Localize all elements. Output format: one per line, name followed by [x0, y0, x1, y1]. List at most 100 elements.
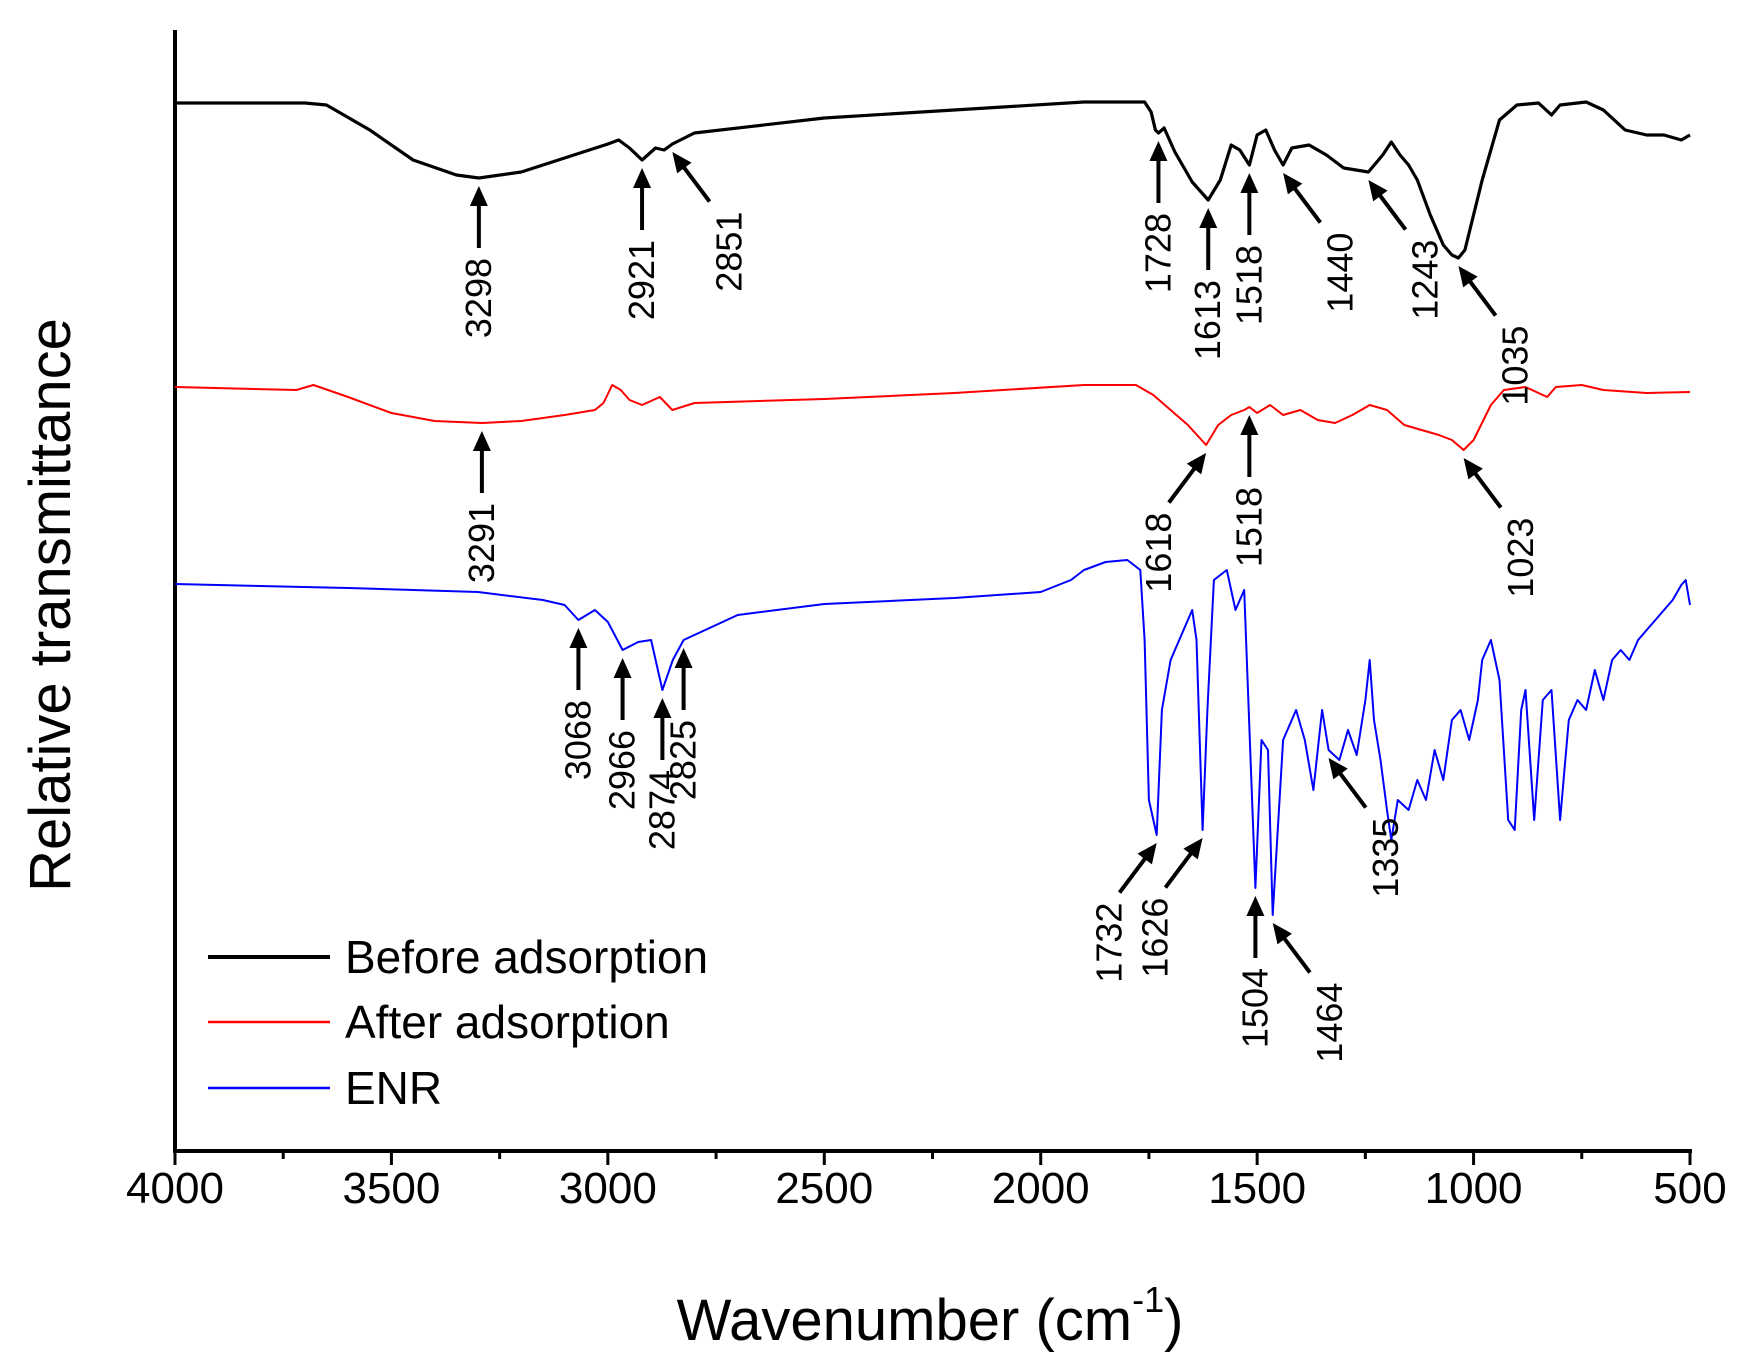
legend-label: Before adsorption — [345, 931, 708, 983]
annotation-label: 1023 — [1500, 518, 1541, 598]
annotation-arrow-head — [672, 152, 692, 174]
annotation-arrow-shaft — [1163, 848, 1196, 889]
annotation-arrow-head — [1463, 458, 1483, 480]
annotation-1518-after-adsorption: 1518 — [1228, 415, 1269, 567]
annotation-label: 3298 — [458, 258, 499, 338]
annotation-1464-enr: 1464 — [1272, 923, 1350, 1063]
series-line-before-adsorption — [175, 100, 1691, 260]
annotation-1243-before-adsorption: 1243 — [1368, 180, 1446, 320]
annotation-arrow-shaft — [1289, 182, 1322, 224]
annotation-2874-enr: 2874 — [641, 698, 682, 850]
x-tick-labels: 4000 3500 3000 2500 2000 1500 1000 500 — [126, 1164, 1727, 1213]
x-axis-title-superscript: -1 — [1132, 1279, 1164, 1320]
legend-item-enr: ENR — [208, 1062, 442, 1114]
annotation-label: 1613 — [1187, 280, 1228, 360]
annotation-arrow-head — [1246, 896, 1265, 916]
annotation-label: 1440 — [1319, 233, 1360, 313]
legend-label: ENR — [345, 1062, 442, 1114]
legend-item-before-adsorption: Before adsorption — [208, 931, 708, 983]
annotation-label: 1518 — [1228, 487, 1269, 567]
annotation-3298-before-adsorption: 3298 — [458, 186, 499, 338]
annotation-label: 1728 — [1137, 213, 1178, 293]
annotation-label: 3068 — [557, 700, 598, 780]
series-line-enr — [174, 559, 1691, 916]
annotation-arrow-shaft — [1279, 933, 1312, 974]
x-tick-label-1500: 1500 — [1208, 1164, 1306, 1213]
annotation-arrow-head — [569, 628, 588, 648]
annotation-arrow-head — [1186, 453, 1207, 475]
legend-label: After adsorption — [345, 996, 670, 1048]
annotation-arrow-head — [1199, 208, 1218, 228]
annotation-1440-before-adsorption: 1440 — [1283, 173, 1360, 313]
x-axis-title: Wavenumber (cm-1) — [677, 1279, 1184, 1353]
annotation-1518-before-adsorption: 1518 — [1228, 173, 1269, 325]
series-line-after-adsorption — [174, 384, 1691, 451]
annotation-arrow-head — [1183, 838, 1203, 860]
legend-item-after-adsorption: After adsorption — [208, 996, 670, 1048]
x-axis-title-suffix: ) — [1164, 1288, 1183, 1353]
annotation-label: 2874 — [641, 770, 682, 850]
annotation-1335-enr: 1335 — [1328, 758, 1406, 898]
annotation-arrow-head — [633, 168, 652, 188]
annotation-arrow-head — [1368, 180, 1388, 202]
series-layer — [174, 100, 1691, 916]
annotation-1728-before-adsorption: 1728 — [1137, 141, 1178, 293]
annotation-arrow-head — [1240, 173, 1259, 193]
annotation-label: 2966 — [602, 730, 643, 810]
annotation-arrow-head — [613, 658, 632, 678]
annotation-arrow-shaft — [1117, 853, 1150, 894]
annotation-arrow-shaft — [1470, 468, 1503, 509]
x-ticks — [173, 1151, 1692, 1165]
annotation-1035-before-adsorption: 1035 — [1458, 266, 1536, 406]
annotation-label: 2921 — [621, 240, 662, 320]
annotation-label: 1518 — [1228, 245, 1269, 325]
annotation-label: 3291 — [461, 503, 502, 583]
annotation-arrow-shaft — [1465, 276, 1498, 317]
annotation-arrow-head — [1137, 843, 1157, 865]
annotation-3291-after-adsorption: 3291 — [461, 431, 502, 583]
annotation-label: 1035 — [1495, 326, 1536, 406]
annotation-arrow-head — [1240, 415, 1259, 435]
annotation-arrow-head — [1272, 923, 1292, 945]
annotation-label: 1504 — [1234, 968, 1275, 1048]
annotation-arrow-head — [1328, 758, 1348, 780]
annotation-arrow-head — [653, 698, 672, 718]
annotation-2825-enr: 2825 — [663, 648, 704, 800]
y-axis-title: Relative transmittance — [18, 318, 83, 892]
annotation-label: 1618 — [1138, 513, 1179, 593]
x-tick-label-2000: 2000 — [992, 1164, 1090, 1213]
annotation-arrow-shaft — [679, 161, 712, 203]
annotation-2966-enr: 2966 — [602, 658, 643, 810]
x-axis-title-text: Wavenumber (cm — [677, 1288, 1133, 1353]
annotation-arrow-shaft — [1335, 768, 1368, 809]
x-tick-label-500: 500 — [1653, 1164, 1726, 1213]
annotation-arrow-head — [1283, 173, 1303, 195]
legend: Before adsorption After adsorption ENR — [208, 931, 708, 1114]
annotation-label: 1732 — [1089, 903, 1130, 983]
annotation-arrow-shaft — [1375, 189, 1408, 231]
annotation-arrow-head — [1149, 141, 1168, 161]
annotation-1504-enr: 1504 — [1234, 896, 1275, 1048]
annotation-1618-after-adsorption: 1618 — [1138, 453, 1207, 593]
annotation-arrow-shaft — [1167, 463, 1200, 504]
annotation-label: 1243 — [1405, 240, 1446, 320]
annotation-arrow-head — [469, 186, 488, 206]
annotation-arrow-head — [1458, 266, 1478, 288]
x-tick-label-3500: 3500 — [342, 1164, 440, 1213]
annotation-3068-enr: 3068 — [557, 628, 598, 780]
annotation-2851-before-adsorption: 2851 — [672, 152, 750, 292]
x-tick-label-3000: 3000 — [559, 1164, 657, 1213]
annotation-1626-enr: 1626 — [1134, 838, 1203, 978]
annotation-2921-before-adsorption: 2921 — [621, 168, 662, 320]
x-tick-label-4000: 4000 — [126, 1164, 224, 1213]
x-tick-label-1000: 1000 — [1425, 1164, 1523, 1213]
annotation-1613-before-adsorption: 1613 — [1187, 208, 1228, 360]
x-tick-label-2500: 2500 — [775, 1164, 873, 1213]
annotation-label: 2825 — [663, 720, 704, 800]
annotation-label: 1626 — [1134, 898, 1175, 978]
annotation-arrow-head — [674, 648, 693, 668]
annotation-1023-after-adsorption: 1023 — [1463, 458, 1541, 598]
